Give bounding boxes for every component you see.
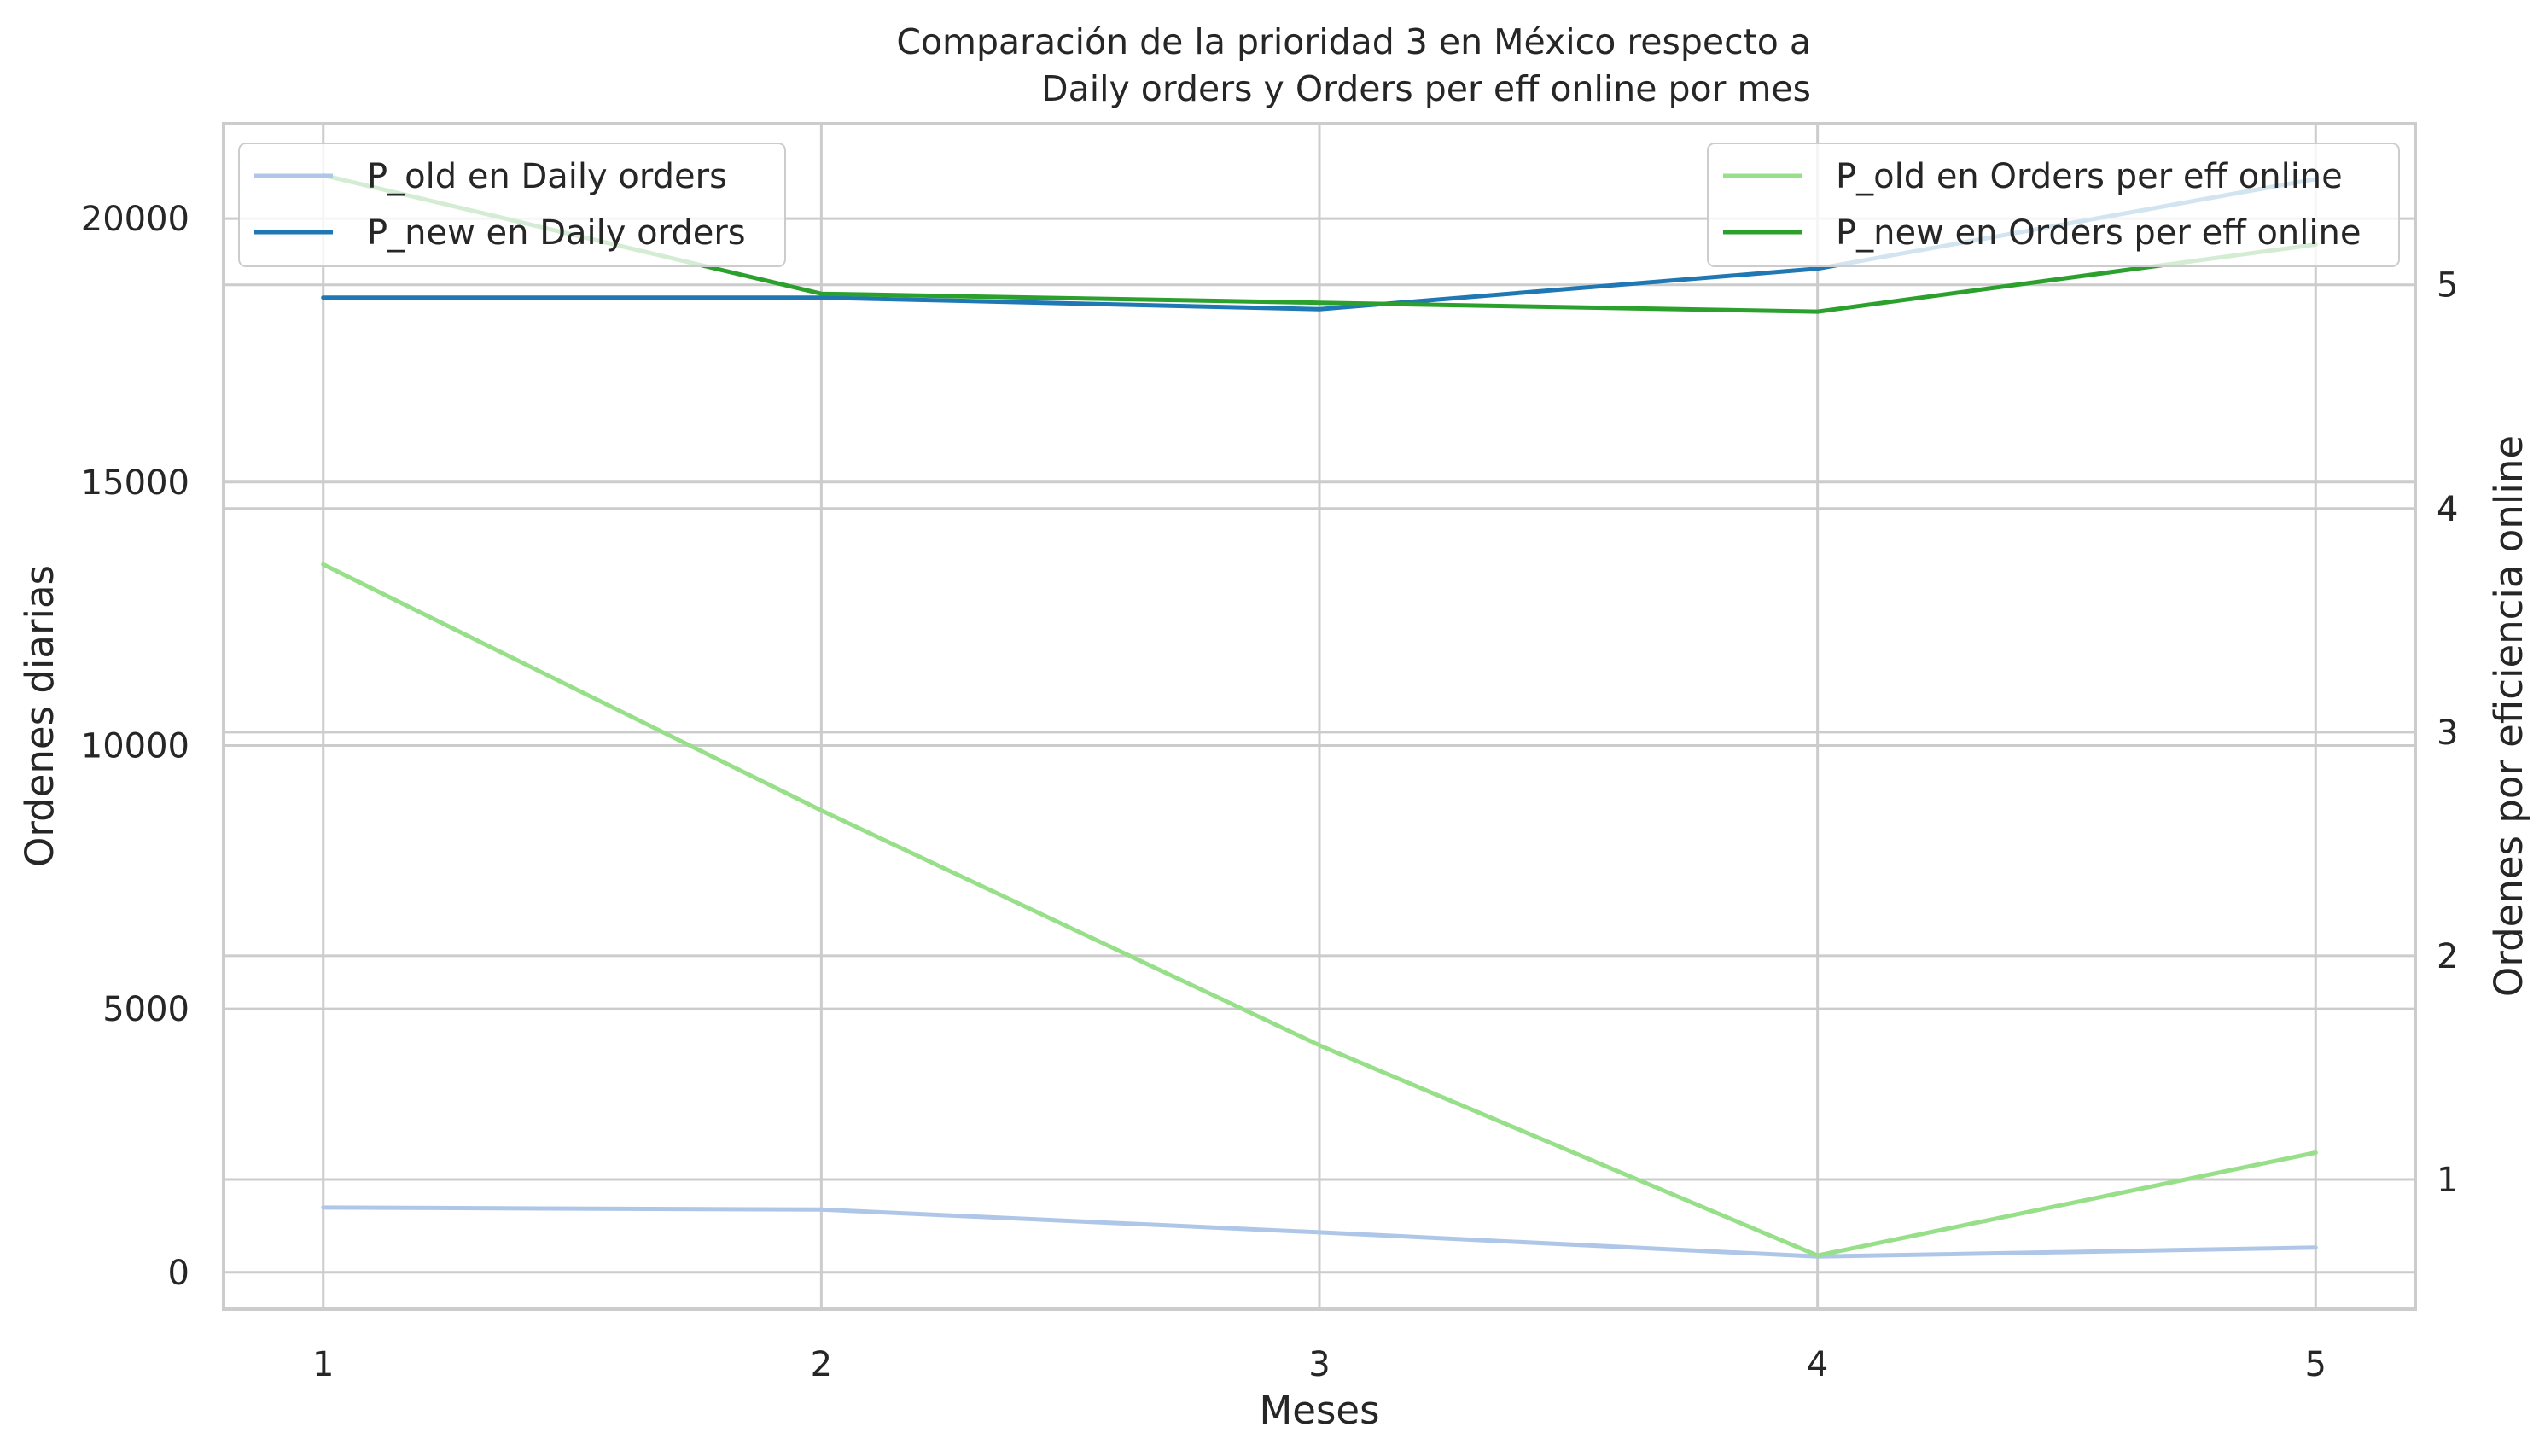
legend-entry-label: P_new en Daily orders — [367, 213, 746, 253]
chart-title-line-2: Daily orders y Orders per eff online por… — [1041, 68, 1811, 109]
tick-labels: 1 2 3 4 5 0 5000 10000 15000 20000 1 2 3 4 5 — [81, 200, 2459, 1384]
x-tick-label: 3 — [1308, 1345, 1330, 1384]
chart-title-line-1: Comparación de la prioridad 3 en México … — [896, 21, 1811, 62]
y-tick-label-left: 15000 — [81, 463, 189, 503]
x-tick-label: 4 — [1807, 1345, 1828, 1384]
x-tick-label: 2 — [811, 1345, 832, 1384]
y-tick-label-right: 2 — [2437, 937, 2458, 976]
series-line-left-0 — [321, 1205, 2318, 1259]
legend-entry-label: P_old en Daily orders — [367, 157, 727, 196]
x-axis-label: Meses — [1259, 1388, 1379, 1433]
y-tick-label-right: 3 — [2437, 713, 2458, 753]
y-tick-label-left: 10000 — [81, 726, 189, 766]
y-tick-label-left: 20000 — [81, 200, 189, 239]
y-tick-label-right: 5 — [2437, 266, 2458, 306]
y-tick-label-right: 1 — [2437, 1161, 2458, 1200]
legend-box — [1707, 143, 2400, 267]
legend-box — [238, 143, 786, 267]
legend-left: P_old en Daily orders P_new en Daily orde… — [238, 143, 786, 267]
y-axis-label-left: Ordenes diarias — [17, 565, 62, 867]
legend-entry-label: P_new en Orders per eff online — [1836, 213, 2361, 253]
x-tick-label: 1 — [312, 1345, 334, 1384]
y-axis-label-right: Ordenes por eficiencia online — [2486, 435, 2531, 997]
plot-frame — [222, 122, 2417, 1311]
y-tick-label-right: 4 — [2437, 490, 2458, 529]
y-tick-label-left: 5000 — [102, 990, 189, 1029]
legend-entry-label: P_old en Orders per eff online — [1836, 157, 2343, 196]
x-tick-label: 5 — [2305, 1345, 2326, 1384]
legend-right: P_old en Orders per eff online P_new en O… — [1707, 143, 2400, 267]
y-tick-label-left: 0 — [168, 1254, 189, 1293]
series-line-right-0 — [321, 562, 2318, 1258]
